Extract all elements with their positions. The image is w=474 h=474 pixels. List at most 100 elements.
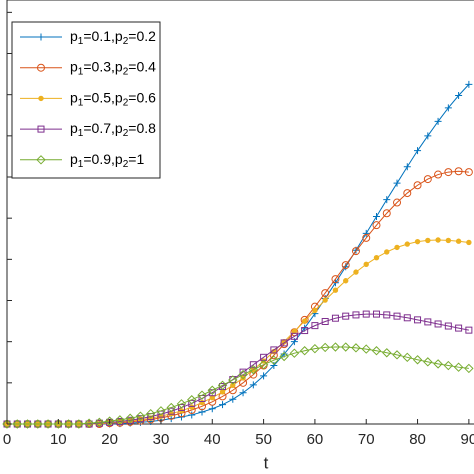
marker <box>136 415 144 423</box>
marker <box>74 419 84 429</box>
marker <box>444 104 452 112</box>
marker <box>372 213 380 221</box>
marker <box>229 395 237 403</box>
marker <box>249 381 257 389</box>
marker <box>84 418 94 428</box>
marker <box>393 198 402 207</box>
marker <box>443 360 454 371</box>
marker <box>37 125 45 133</box>
marker <box>197 390 207 400</box>
marker <box>372 221 381 230</box>
marker <box>321 317 329 325</box>
marker <box>33 419 43 429</box>
marker <box>351 343 361 353</box>
marker <box>393 312 401 320</box>
marker <box>53 419 64 429</box>
marker <box>311 322 319 330</box>
marker <box>188 399 196 407</box>
marker <box>279 351 289 362</box>
x-tick-label: 30 <box>153 431 170 448</box>
x-axis-label: t <box>264 453 269 472</box>
marker <box>343 278 349 284</box>
marker <box>412 355 423 365</box>
marker <box>310 343 320 354</box>
marker <box>402 352 412 363</box>
x-tick-label: 80 <box>409 431 426 448</box>
legend-box <box>11 21 161 179</box>
marker <box>104 416 115 426</box>
marker <box>383 311 391 319</box>
legend: p1=0.1,p2=0.2 p1=0.3,p2=0.4 p1=0.5,p2=0.6 p… <box>11 21 161 179</box>
legend-label: p1=0.3,p2=0.4 <box>70 58 156 77</box>
marker <box>434 117 442 125</box>
x-tick-label: 90 <box>461 431 474 448</box>
marker <box>342 312 350 320</box>
series-line <box>7 170 469 425</box>
marker <box>403 314 411 322</box>
marker <box>299 346 310 356</box>
legend-label: p1=0.5,p2=0.6 <box>70 89 156 108</box>
marker <box>382 209 391 218</box>
marker <box>301 327 309 335</box>
marker <box>145 409 156 419</box>
marker <box>280 339 288 347</box>
marker <box>270 362 278 370</box>
marker <box>362 233 371 242</box>
marker <box>414 147 422 155</box>
marker <box>43 419 53 429</box>
marker <box>177 404 185 412</box>
marker <box>239 389 247 397</box>
marker <box>312 307 318 314</box>
marker <box>403 163 411 171</box>
marker <box>351 247 360 256</box>
marker <box>372 310 380 318</box>
marker <box>382 348 392 358</box>
marker <box>260 372 268 380</box>
marker <box>37 63 45 72</box>
marker <box>219 389 226 395</box>
marker <box>434 320 442 328</box>
marker <box>228 375 238 385</box>
marker <box>353 269 359 275</box>
marker <box>403 189 412 198</box>
marker <box>249 361 257 369</box>
marker <box>176 399 187 409</box>
legend-label: p1=0.1,p2=0.2 <box>70 28 156 47</box>
x-tick-label: 10 <box>50 431 67 448</box>
marker <box>187 395 197 405</box>
marker <box>455 92 463 100</box>
marker <box>444 168 453 177</box>
marker <box>423 175 432 184</box>
marker <box>290 332 298 340</box>
x-tick-label: 50 <box>255 431 272 448</box>
marker <box>453 362 464 372</box>
marker <box>361 344 371 354</box>
marker <box>331 275 340 284</box>
marker <box>207 385 217 395</box>
marker <box>322 297 328 303</box>
marker <box>248 364 259 375</box>
marker <box>208 405 216 413</box>
marker <box>166 402 176 413</box>
marker <box>38 95 44 102</box>
marker <box>434 170 443 179</box>
marker <box>238 369 248 380</box>
marker <box>258 360 269 370</box>
x-tick-label: 0 <box>3 431 11 448</box>
marker <box>331 314 339 322</box>
marker <box>383 196 391 204</box>
marker <box>2 419 12 429</box>
plot-frame <box>6 0 474 425</box>
marker <box>63 419 74 429</box>
x-tick-label: 70 <box>358 431 375 448</box>
marker <box>135 411 146 421</box>
marker <box>330 342 341 352</box>
marker <box>373 254 380 261</box>
marker <box>423 357 433 367</box>
marker <box>371 346 382 356</box>
marker <box>465 80 473 88</box>
marker <box>340 342 351 352</box>
marker <box>115 415 125 425</box>
marker <box>332 287 339 293</box>
